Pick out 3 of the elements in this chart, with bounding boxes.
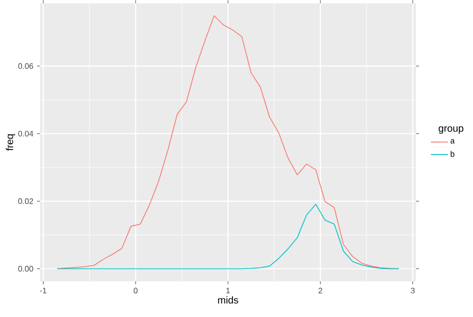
legend-title: group bbox=[438, 126, 464, 134]
y-axis-title: freq bbox=[6, 134, 16, 151]
x-axis-title: mids bbox=[218, 296, 238, 304]
